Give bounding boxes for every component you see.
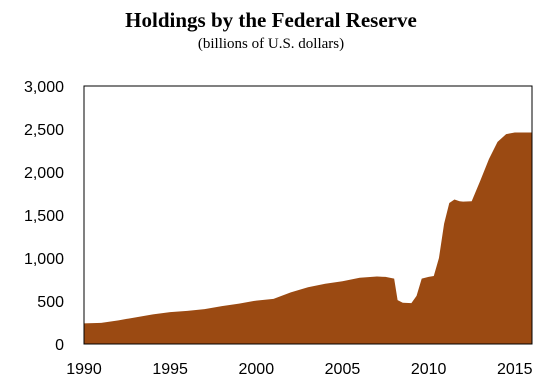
y-tick-label: 0 — [55, 337, 64, 354]
y-tick-label: 2,500 — [24, 122, 64, 139]
x-tick-label: 2010 — [411, 361, 447, 378]
x-tick-label: 2005 — [325, 361, 361, 378]
x-tick-label: 2015 — [497, 361, 533, 378]
x-tick-label: 1990 — [66, 361, 102, 378]
plot-frame — [83, 85, 533, 345]
x-tick-label: 2000 — [239, 361, 275, 378]
chart-title: Holdings by the Federal Reserve — [125, 8, 417, 32]
area-series-0 — [84, 132, 532, 344]
y-tick-label: 3,000 — [24, 79, 64, 96]
y-tick-label: 500 — [37, 294, 64, 311]
x-tick-label: 1995 — [152, 361, 188, 378]
y-tick-label: 1,500 — [24, 208, 64, 225]
chart-subtitle: (billions of U.S. dollars) — [197, 36, 345, 52]
y-tick-label: 2,000 — [24, 165, 64, 182]
y-tick-label: 1,000 — [24, 251, 64, 268]
